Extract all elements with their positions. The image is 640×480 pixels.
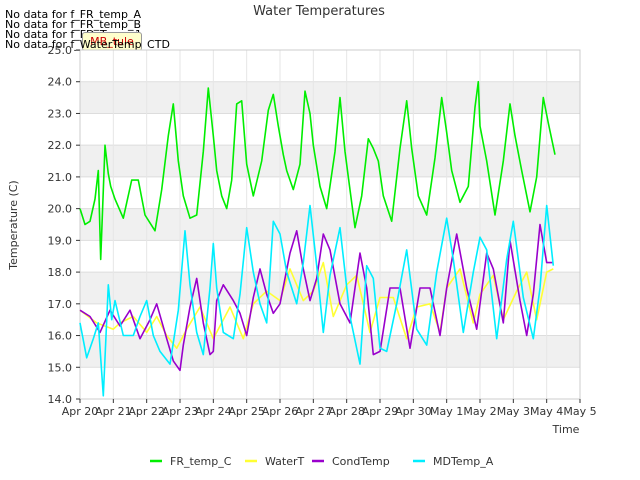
x-tick-label: May 4: [530, 405, 563, 418]
x-tick-label: May 3: [497, 405, 530, 418]
plot-frame: [79, 49, 581, 400]
grid-band: [80, 81, 580, 114]
y-tick-label: 24.0: [48, 76, 73, 89]
grid-band: [80, 335, 580, 368]
nodata-message-1: No data for f_FR_temp_A: [5, 8, 141, 21]
x-tick-label: Apr 23: [162, 405, 199, 418]
x-tick-label: Apr 21: [95, 405, 132, 418]
y-tick-label: 15.0: [48, 361, 73, 374]
y-axis-label: Temperature (C): [7, 180, 20, 270]
legend-label-MDTemp_A: MDTemp_A: [433, 455, 494, 468]
x-tick-label: May 5: [563, 405, 596, 418]
series-lines: [79, 80, 556, 397]
plot-background: [80, 50, 580, 399]
x-tick-label: Apr 20: [62, 405, 99, 418]
legend-label-CondTemp: CondTemp: [332, 455, 390, 468]
y-tick-label: 17.0: [48, 298, 73, 311]
y-axis-ticks: 14.0 15.0 16.0 17.0 18.0 19.0 20.0 21.0 22.0 23.0…: [48, 44, 80, 406]
y-tick-label: 22.0: [48, 139, 73, 152]
x-tick-label: Apr 27: [295, 405, 332, 418]
legend: FR_temp_C WaterT CondTemp MDTemp_A: [150, 455, 494, 468]
site-tag-label: MB_tule: [82, 32, 142, 51]
x-tick-label: May 1: [430, 405, 463, 418]
y-tick-label: 20.0: [48, 203, 73, 216]
x-axis-label: Time: [552, 423, 580, 436]
y-tick-label: 25.0: [48, 44, 73, 57]
x-tick-label: May 2: [463, 405, 496, 418]
y-tick-label: 18.0: [48, 266, 73, 279]
nodata-message-2: No data for f_FR_temp_B: [5, 18, 142, 31]
x-tick-label: Apr 30: [395, 405, 432, 418]
x-tick-label: Apr 26: [262, 405, 299, 418]
y-tick-label: 19.0: [48, 234, 73, 247]
y-tick-label: 14.0: [48, 393, 73, 406]
x-tick-label: Apr 24: [195, 405, 232, 418]
y-tick-label: 23.0: [48, 107, 73, 120]
grid-band: [80, 208, 580, 241]
nodata-message-3: No data for f_FD_Temp_1: [5, 28, 142, 41]
y-tick-label: 16.0: [48, 330, 73, 343]
x-tick-label: Apr 28: [328, 405, 365, 418]
nodata-message-4: No data for f_WaterTemp_CTD: [5, 38, 170, 51]
series-line-FR_temp_C: [79, 80, 556, 261]
chart-title: Water Temperatures: [253, 4, 385, 19]
x-tick-label: Apr 22: [128, 405, 165, 418]
x-tick-label: Apr 25: [228, 405, 265, 418]
y-tick-label: 21.0: [48, 171, 73, 184]
x-tick-label: Apr 29: [362, 405, 399, 418]
legend-label-WaterT: WaterT: [265, 455, 305, 468]
series-line-CondTemp: [79, 223, 554, 372]
legend-label-FR_temp_C: FR_temp_C: [170, 455, 232, 468]
series-line-MDTemp_A: [79, 204, 555, 397]
